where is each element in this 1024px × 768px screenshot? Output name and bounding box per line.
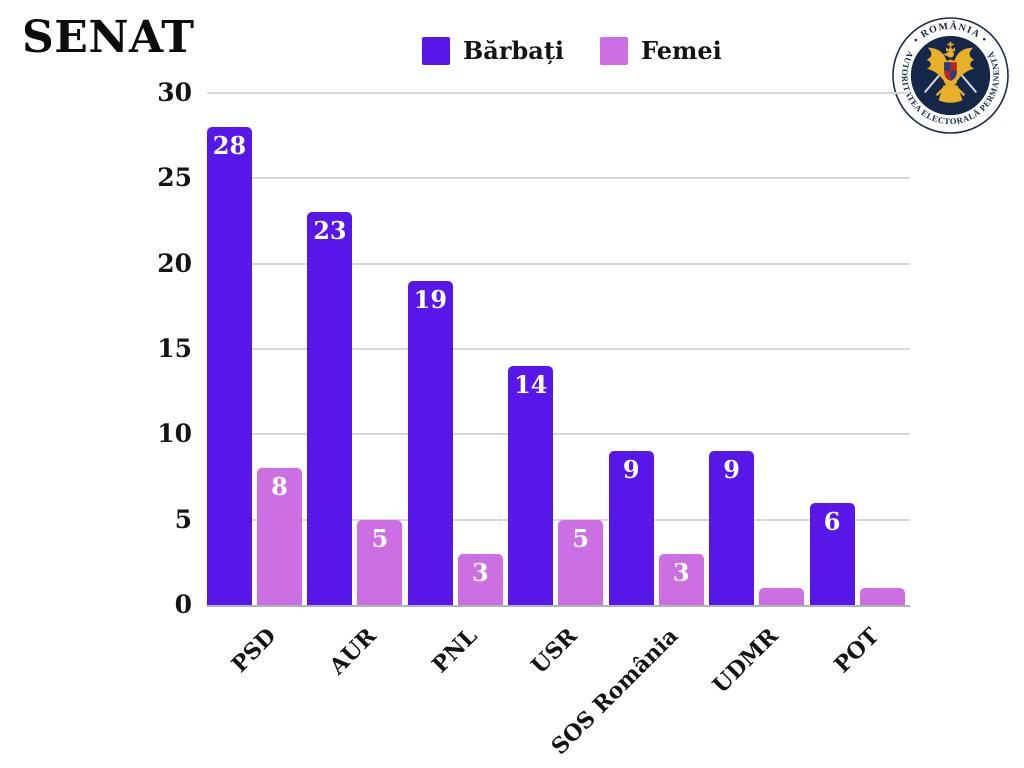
y-tick-label-0: 0	[174, 590, 192, 619]
bar-barbati-udmr: 9	[709, 451, 755, 605]
y-tick-label-5: 5	[174, 504, 192, 534]
y-tick-label-25: 25	[157, 163, 192, 193]
bar-value-label: 3	[672, 557, 690, 587]
gridline-y-30	[207, 92, 910, 94]
coat-of-arms-icon	[923, 41, 978, 103]
x-tick-label-usr: USR	[526, 623, 583, 680]
bar-barbati-sos-românia: 9	[608, 451, 654, 605]
x-tick-label-psd: PSD	[226, 623, 282, 678]
bar-femei-pot	[859, 587, 905, 605]
bar-femei-pnl: 3	[457, 553, 503, 605]
bar-value-label: 5	[371, 523, 389, 553]
y-tick-label-10: 10	[157, 419, 192, 449]
bar-value-label: 3	[471, 557, 489, 587]
bar-value-label: 23	[313, 216, 347, 246]
x-axis-line	[207, 605, 910, 607]
gridline-y-5	[207, 518, 910, 521]
x-tick-label-aur: AUR	[324, 623, 382, 680]
y-tick-label-30: 30	[157, 78, 192, 107]
x-tick-label-pnl: PNL	[426, 623, 483, 679]
bar-value-label: 9	[723, 455, 740, 485]
bar-value-label: 14	[514, 370, 548, 400]
x-tick-label-udmr: UDMR	[707, 623, 784, 699]
aep-logo: • ROMÂNIA • AUTORITATEA ELECTORALĂ PERMA…	[891, 16, 1010, 135]
gridline-y-20	[207, 262, 910, 265]
bar-femei-psd: 8	[257, 468, 302, 605]
bar-barbati-pot: 6	[809, 502, 855, 605]
legend-swatch-femei	[600, 36, 629, 65]
bar-femei-udmr	[759, 587, 805, 605]
legend-swatch-barbati	[422, 36, 450, 65]
y-tick-label-15: 15	[157, 334, 192, 363]
bar-barbati-usr: 14	[508, 366, 554, 605]
bar-value-label: 6	[823, 506, 841, 536]
x-tick-label-pot: POT	[828, 623, 884, 679]
gridline-y-15	[207, 348, 910, 350]
bar-femei-usr: 5	[558, 519, 604, 605]
bar-femei-aur: 5	[357, 519, 403, 605]
y-tick-label-20: 20	[157, 248, 192, 278]
legend-label-femei: Femei	[641, 36, 722, 65]
bar-value-label: 28	[212, 131, 247, 161]
legend-label-barbati: Bărbați	[463, 36, 565, 65]
bar-barbati-psd: 28	[207, 127, 252, 605]
legend-item-barbati: Bărbați	[422, 36, 564, 65]
bar-barbati-pnl: 19	[407, 280, 453, 605]
legend-item-femei: Femei	[600, 36, 722, 65]
legend: Bărbați Femei	[422, 36, 722, 65]
bar-femei-sos-românia: 3	[658, 553, 704, 605]
gridline-y-25	[207, 177, 910, 180]
chart-title: SENAT	[22, 12, 195, 63]
aep-seal: • ROMÂNIA • AUTORITATEA ELECTORALĂ PERMA…	[892, 17, 1009, 134]
bar-barbati-aur: 23	[307, 212, 353, 605]
bar-value-label: 19	[413, 284, 448, 314]
bar-value-label: 9	[622, 455, 640, 485]
gridline-y-10	[207, 433, 910, 436]
bar-value-label: 5	[572, 523, 590, 553]
bar-value-label: 8	[271, 472, 288, 502]
